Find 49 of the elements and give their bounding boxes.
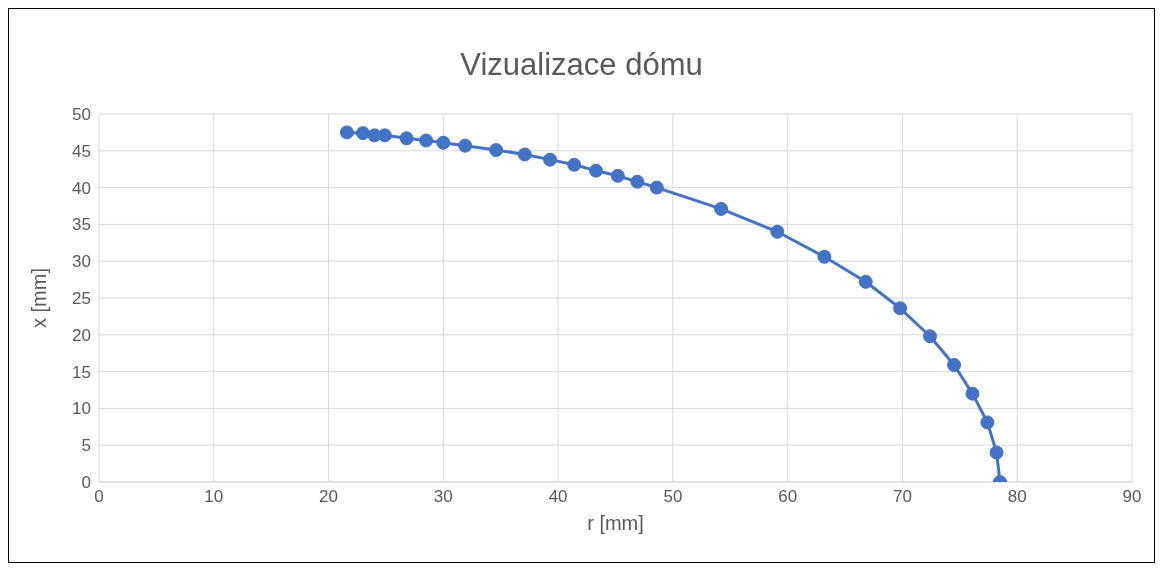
point bbox=[989, 445, 1004, 460]
point bbox=[588, 163, 603, 178]
y-tick-label: 45 bbox=[72, 141, 91, 161]
y-tick-label: 15 bbox=[72, 362, 91, 382]
x-tick-label: 30 bbox=[433, 487, 453, 507]
point bbox=[543, 152, 558, 167]
point bbox=[339, 125, 354, 140]
y-tick-label: 50 bbox=[72, 105, 91, 125]
point bbox=[458, 138, 473, 153]
chart-title: Vizualizace dómu bbox=[459, 47, 704, 83]
y-tick-label: 25 bbox=[72, 289, 91, 309]
y-tick-label: 20 bbox=[72, 325, 91, 345]
x-tick-label: 90 bbox=[1122, 487, 1142, 507]
point bbox=[436, 135, 451, 150]
x-tick-label: 50 bbox=[663, 487, 683, 507]
point bbox=[858, 274, 873, 289]
point bbox=[399, 131, 414, 146]
point bbox=[922, 329, 937, 344]
point bbox=[610, 168, 625, 183]
x-tick-label: 60 bbox=[778, 487, 798, 507]
point bbox=[355, 126, 370, 141]
point bbox=[714, 201, 729, 216]
point bbox=[980, 415, 995, 430]
x-tick-label: 40 bbox=[548, 487, 568, 507]
point bbox=[649, 180, 664, 195]
y-tick-label: 0 bbox=[81, 473, 91, 493]
x-tick-label: 80 bbox=[1007, 487, 1027, 507]
point bbox=[630, 174, 645, 189]
x-tick-label: 20 bbox=[319, 487, 339, 507]
point bbox=[567, 157, 582, 172]
x-tick-label: 10 bbox=[204, 487, 224, 507]
point bbox=[893, 301, 908, 316]
point bbox=[965, 386, 980, 401]
y-tick-label: 40 bbox=[72, 178, 91, 198]
point bbox=[817, 249, 832, 264]
y-tick-label: 5 bbox=[81, 436, 91, 456]
y-tick-label: 30 bbox=[72, 252, 91, 272]
x-tick-label: 0 bbox=[94, 487, 104, 507]
point bbox=[770, 224, 785, 239]
y-tick-label: 10 bbox=[72, 399, 91, 419]
point bbox=[947, 357, 962, 372]
point bbox=[419, 133, 434, 148]
x-axis-title: r [mm] bbox=[587, 512, 644, 534]
x-tick-label: 70 bbox=[892, 487, 912, 507]
point bbox=[377, 128, 392, 143]
point bbox=[489, 143, 504, 158]
y-axis-title: x [mm] bbox=[28, 268, 51, 328]
point bbox=[517, 147, 532, 162]
y-tick-label: 35 bbox=[72, 215, 91, 235]
